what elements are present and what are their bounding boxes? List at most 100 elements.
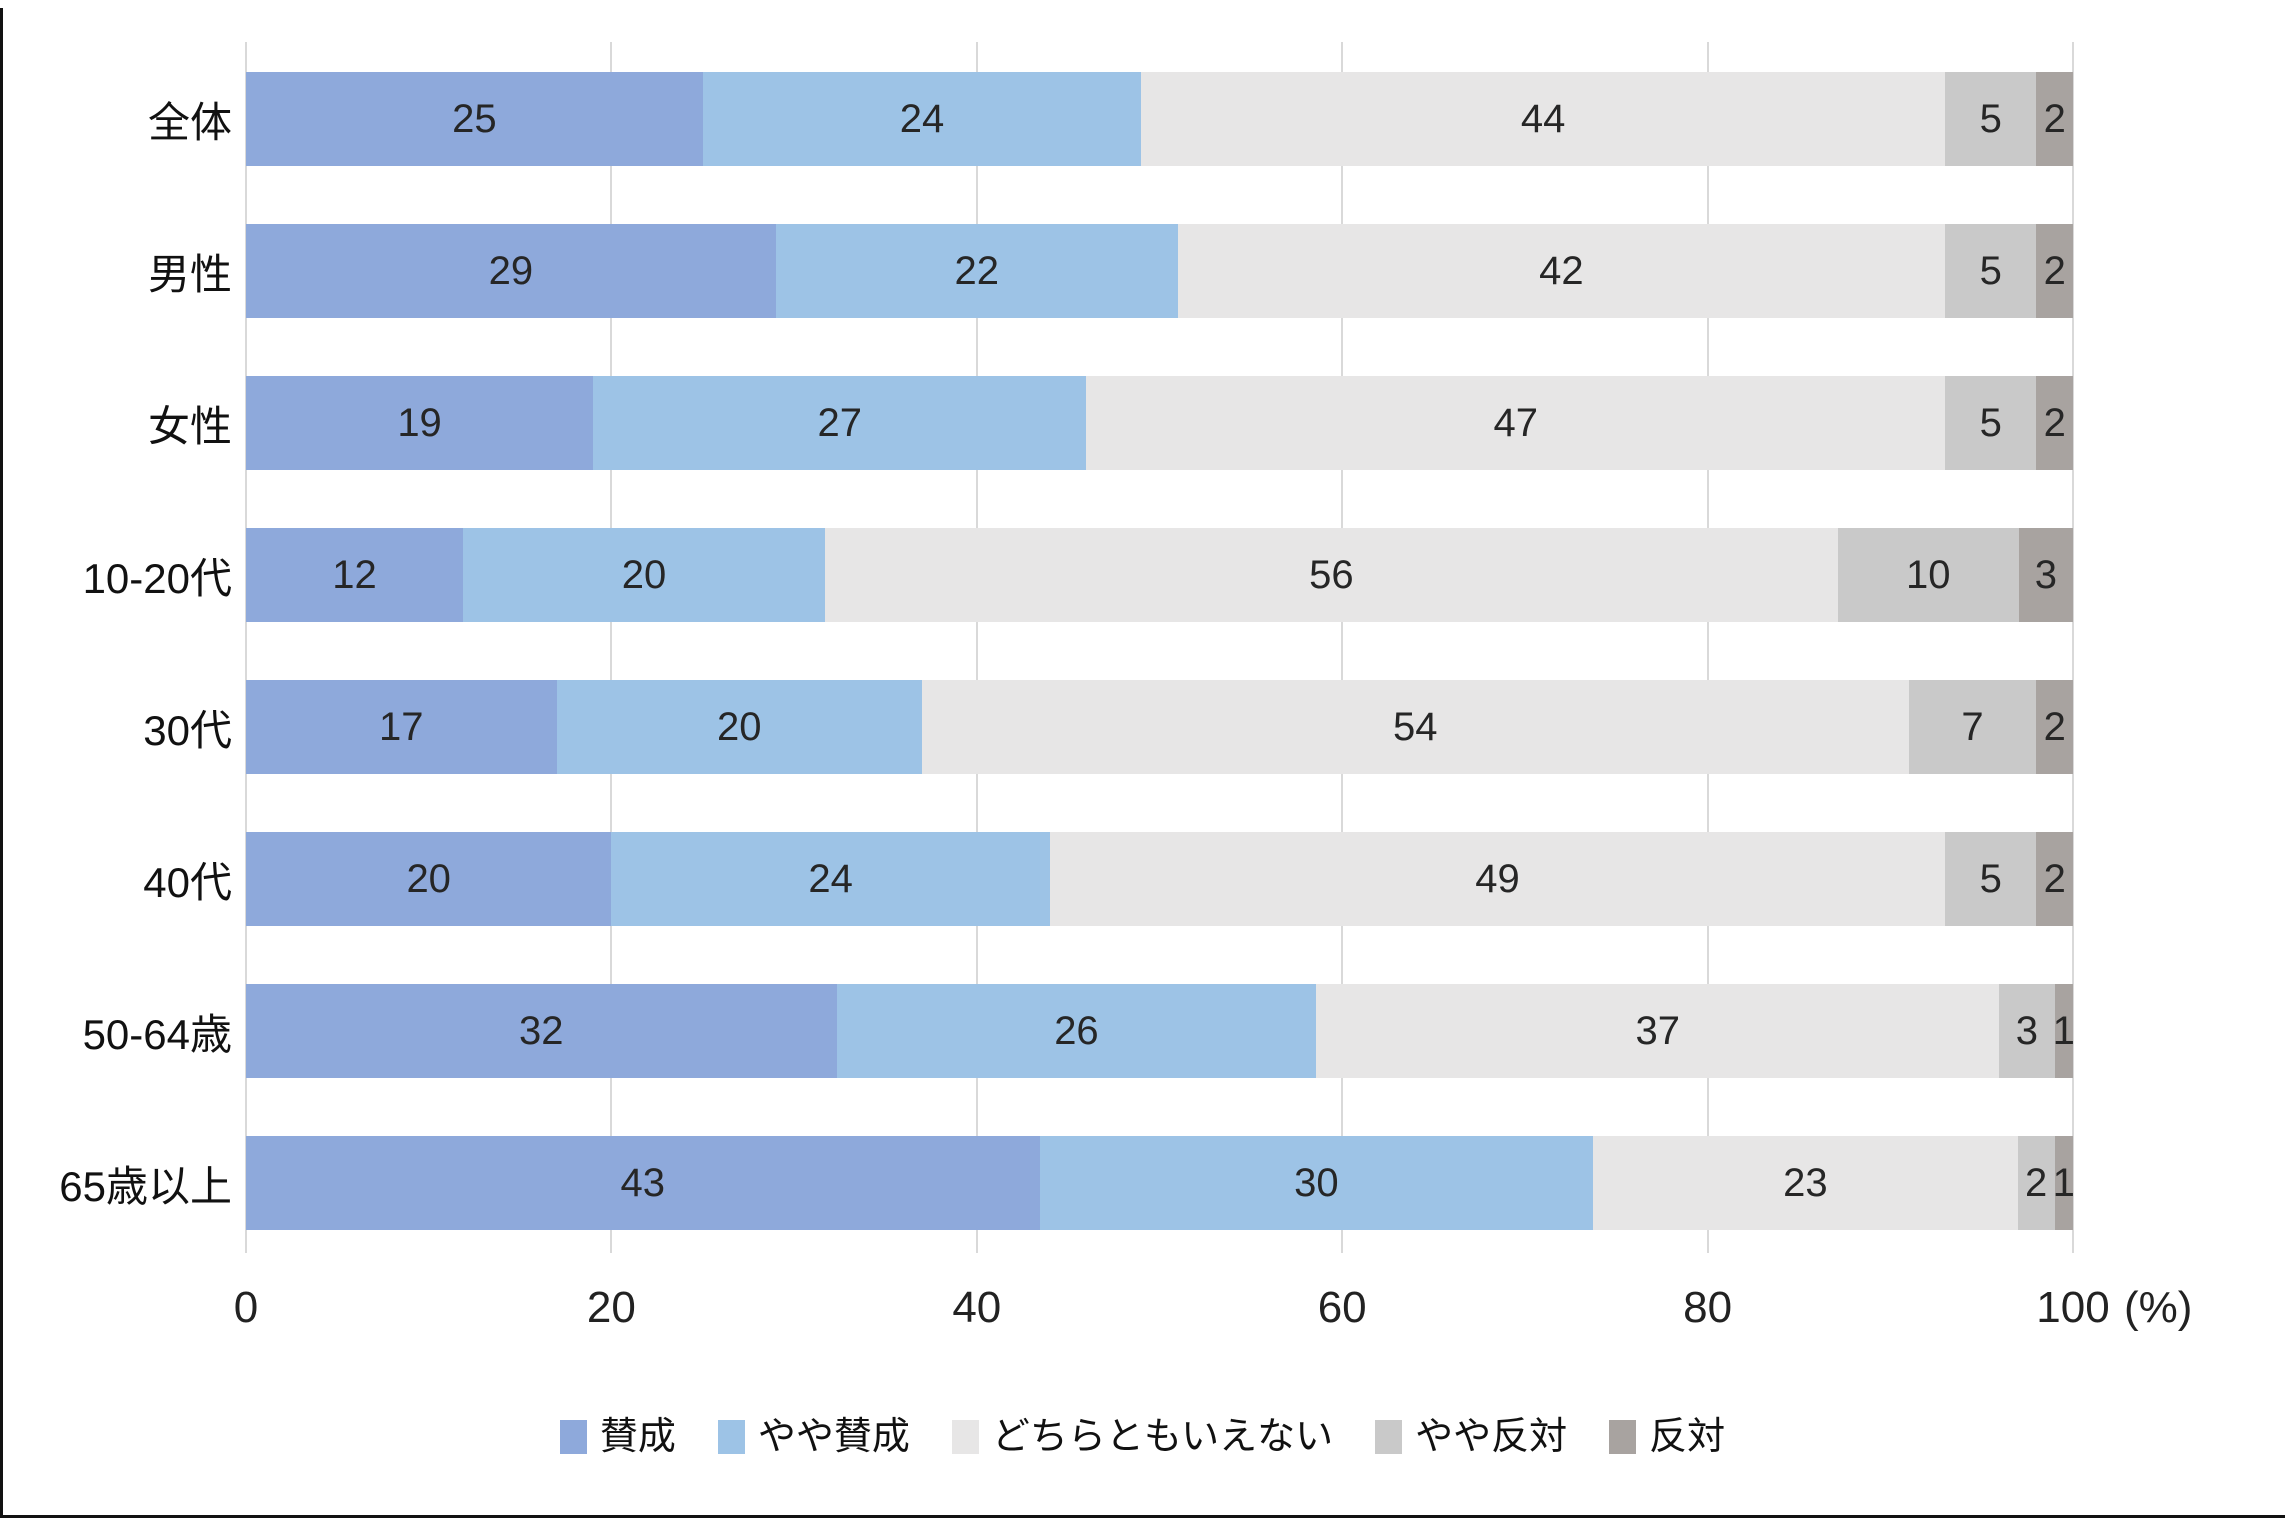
x-tick-label: 100 [2036, 1283, 2110, 1332]
frame-left-border [0, 8, 3, 1518]
x-tick-label: 40 [952, 1283, 1002, 1332]
bar-row: 17 20 54 7 2 [246, 680, 2073, 774]
category-label: 30代 [143, 706, 232, 754]
bar-row: 19 27 47 5 2 [246, 376, 2073, 470]
segment-value-label: 56 [1309, 553, 1354, 597]
bar-segment: 29 [246, 224, 776, 318]
legend-item: やや反対 [1375, 1418, 1567, 1456]
legend-label: 反対 [1649, 1416, 1726, 1458]
legend: 賛成 やや賛成 どちらともいえない やや反対 反対 [0, 1418, 2285, 1456]
segment-value-label: 17 [379, 705, 424, 749]
segment-value-label: 37 [1635, 1009, 1681, 1053]
legend-swatch [559, 1420, 587, 1454]
legend-swatch [1375, 1420, 1403, 1454]
bar-segment: 2 [2036, 72, 2073, 166]
bar-segment: 24 [611, 832, 1050, 926]
bar-segment: 5 [1945, 224, 2037, 318]
legend-item: 賛成 [559, 1416, 676, 1458]
legend-item: どちらともいえない [951, 1416, 1334, 1458]
legend-swatch [1609, 1420, 1637, 1454]
segment-value-label: 47 [1493, 401, 1539, 445]
gridline [1706, 42, 1709, 1253]
bar-segment: 3 [2018, 528, 2073, 622]
segment-value-label: 30 [1294, 1161, 1339, 1205]
legend-item: やや賛成 [717, 1416, 910, 1458]
bar-segment: 49 [1049, 832, 1946, 926]
segment-value-label: 20 [621, 553, 667, 597]
segment-value-label: 54 [1393, 705, 1438, 749]
bar-segment: 20 [246, 832, 612, 926]
segment-value-label: 5 [1979, 249, 2002, 293]
bar-row: 32 26 37 3 1 [246, 984, 2075, 1078]
legend-label: やや反対 [1415, 1416, 1568, 1458]
segment-value-label: 2 [2043, 705, 2066, 749]
bar-segment: 32 [246, 984, 837, 1078]
segment-value-label: 2 [2024, 1161, 2048, 1205]
bar-segment: 27 [593, 376, 1087, 470]
bar-row: 25 24 44 5 2 [246, 72, 2073, 166]
bar-segment: 23 [1593, 1136, 2018, 1230]
bar-segment: 47 [1086, 376, 1946, 470]
bar-segment: 42 [1177, 224, 1946, 318]
segment-value-label: 5 [1979, 401, 2002, 445]
segment-value-label: 27 [817, 401, 863, 445]
bar-segment: 56 [824, 528, 1838, 622]
bar-segment: 20 [463, 528, 825, 622]
segment-value-label: 22 [954, 249, 1000, 293]
frame-bottom-border [0, 1515, 2285, 1518]
segment-value-label: 19 [397, 401, 442, 445]
gridline [975, 42, 978, 1253]
legend-item: 反対 [1609, 1418, 1725, 1456]
bar-segment: 7 [1908, 680, 2037, 774]
legend-label: 賛成 [599, 1416, 676, 1458]
legend-swatch [951, 1420, 979, 1454]
bar-segment: 1 [2052, 984, 2075, 1078]
bar-segment: 2 [2036, 376, 2073, 470]
category-label: 全体 [147, 98, 232, 146]
bar-segment: 37 [1316, 984, 2000, 1078]
category-label: 65歳以上 [59, 1162, 232, 1210]
bar-segment: 1 [2053, 1136, 2075, 1230]
gridline [2072, 42, 2074, 1253]
bar-segment: 30 [1039, 1136, 1594, 1230]
bar-row: 20 24 49 5 2 [246, 832, 2073, 926]
bar-segment: 5 [1945, 832, 2037, 926]
legend-label: どちらともいえない [991, 1416, 1334, 1458]
segment-value-label: 5 [1979, 97, 2002, 141]
bar-row: 43 30 23 2 1 [246, 1136, 2075, 1230]
bar-segment: 17 [246, 680, 557, 774]
segment-value-label: 2 [2043, 857, 2066, 901]
legend-swatch [717, 1420, 745, 1454]
segment-value-label: 23 [1783, 1161, 1828, 1205]
category-label: 40代 [143, 858, 232, 906]
segment-value-label: 25 [452, 97, 497, 141]
segment-value-label: 32 [519, 1009, 564, 1053]
bar-segment: 25 [246, 72, 703, 166]
bar-segment: 19 [246, 376, 594, 470]
bar-segment: 10 [1837, 528, 2019, 622]
bar-row: 29 22 42 5 2 [246, 224, 2073, 318]
bar-segment: 2 [2017, 1136, 2055, 1230]
bar-segment: 54 [921, 680, 1909, 774]
segment-value-label: 2 [2043, 401, 2066, 445]
segment-value-label: 10 [1906, 553, 1951, 597]
segment-value-label: 24 [899, 97, 945, 141]
x-tick-label: 80 [1683, 1283, 1733, 1332]
segment-value-label: 26 [1054, 1009, 1099, 1053]
bar-row: 12 20 56 10 3 [246, 528, 2073, 622]
bar-segment: 2 [2036, 680, 2073, 774]
bar-segment: 5 [1945, 376, 2037, 470]
segment-value-label: 2 [2043, 249, 2066, 293]
bar-segment: 43 [246, 1136, 1040, 1230]
segment-value-label: 2 [2043, 97, 2066, 141]
segment-value-label: 29 [488, 249, 534, 293]
bar-segment: 44 [1141, 72, 1946, 166]
gridline [1341, 42, 1344, 1253]
x-axis-unit-label: (%) [2124, 1283, 2193, 1332]
segment-value-label: 20 [406, 857, 451, 901]
x-tick-label: 60 [1317, 1283, 1367, 1332]
legend-label: やや賛成 [757, 1416, 910, 1458]
segment-value-label: 1 [2052, 1009, 2075, 1053]
bar-segment: 2 [2036, 224, 2073, 318]
